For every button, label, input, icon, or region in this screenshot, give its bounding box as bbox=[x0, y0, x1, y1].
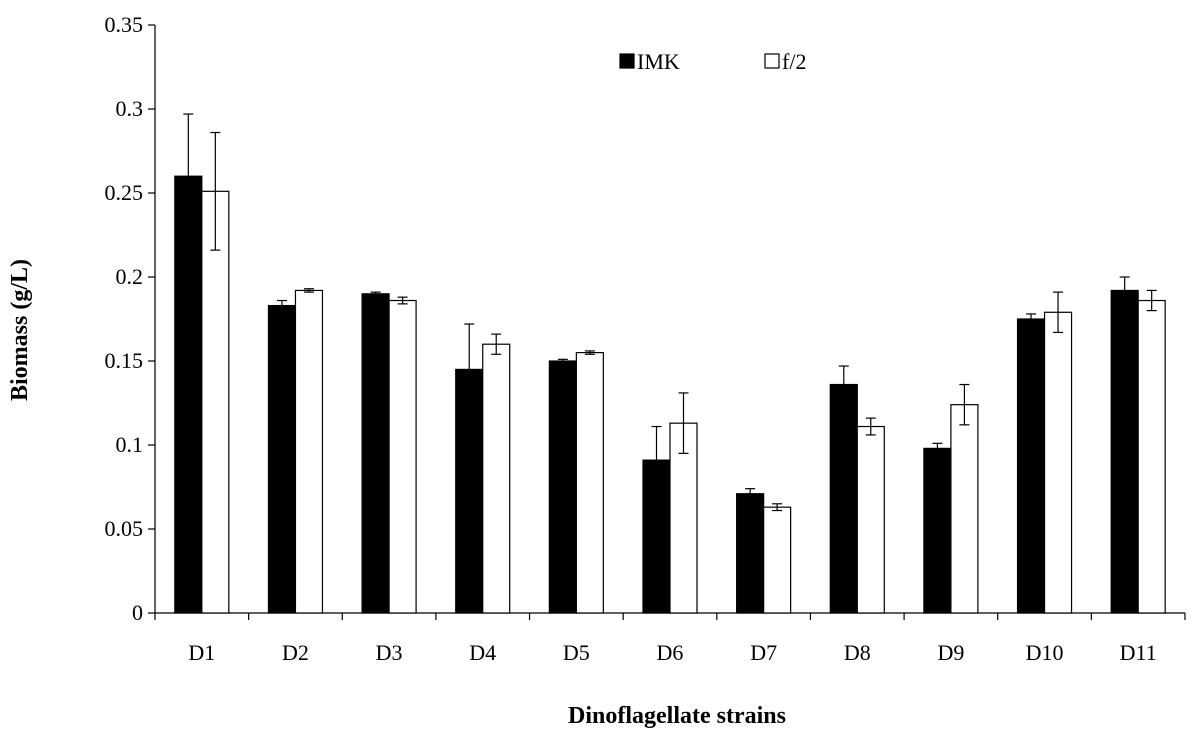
bar-imk bbox=[736, 493, 765, 614]
bar-imk bbox=[1110, 289, 1139, 614]
x-tick-label: D10 bbox=[1026, 640, 1064, 665]
bar-imk bbox=[1016, 318, 1046, 614]
bar-imk bbox=[829, 383, 858, 614]
y-tick-label: 0.3 bbox=[116, 96, 144, 121]
bar-imk bbox=[267, 304, 297, 614]
bar-f2 bbox=[856, 425, 885, 614]
x-axis-title: Dinoflagellate strains bbox=[568, 703, 786, 729]
bar-f2 bbox=[950, 404, 979, 614]
legend-swatch-f2 bbox=[764, 53, 780, 69]
y-tick-label: 0.15 bbox=[105, 348, 144, 373]
x-tick-label: D8 bbox=[844, 640, 871, 665]
bar-imk bbox=[923, 447, 952, 614]
legend-label-f2: f/2 bbox=[782, 49, 806, 74]
y-tick-label: 0.2 bbox=[116, 264, 144, 289]
bar-f2 bbox=[669, 422, 698, 614]
bar-f2 bbox=[575, 352, 604, 614]
legend-label-imk: IMK bbox=[637, 49, 680, 74]
x-tick-label: D3 bbox=[376, 640, 403, 665]
bar-f2 bbox=[388, 299, 417, 614]
bar-imk bbox=[174, 175, 203, 614]
legend-swatch-imk bbox=[619, 53, 635, 69]
x-tick-label: D9 bbox=[937, 640, 964, 665]
bar-imk bbox=[361, 293, 390, 614]
bar-f2 bbox=[763, 506, 792, 614]
x-tick-label: D7 bbox=[750, 640, 777, 665]
plot-area: 0 0.05 0.1 0.15 0.2 0.25 0.3 0.35 D1 D2 D3 D4 D5 D6 D7… bbox=[105, 12, 1186, 665]
bar-f2 bbox=[482, 343, 511, 614]
x-tick-label: D4 bbox=[469, 640, 496, 665]
bar-f2 bbox=[294, 289, 324, 614]
bar-imk bbox=[548, 360, 577, 614]
bar-f2 bbox=[1137, 299, 1166, 614]
x-tick-label: D5 bbox=[563, 640, 590, 665]
y-axis-title: Biomass (g/L) bbox=[7, 259, 33, 401]
y-tick-label: 0.25 bbox=[105, 180, 144, 205]
y-tick-label: 0.05 bbox=[105, 516, 144, 541]
bar-f2 bbox=[201, 190, 230, 614]
y-tick-label: 0 bbox=[132, 600, 143, 625]
x-tick-label: D6 bbox=[657, 640, 684, 665]
y-tick-label: 0.35 bbox=[105, 12, 144, 37]
y-tick-label: 0.1 bbox=[116, 432, 144, 457]
bar-f2 bbox=[1043, 311, 1073, 614]
x-tick-label: D11 bbox=[1120, 640, 1157, 665]
x-tick-label: D1 bbox=[188, 640, 215, 665]
x-tick-label: D2 bbox=[282, 640, 309, 665]
